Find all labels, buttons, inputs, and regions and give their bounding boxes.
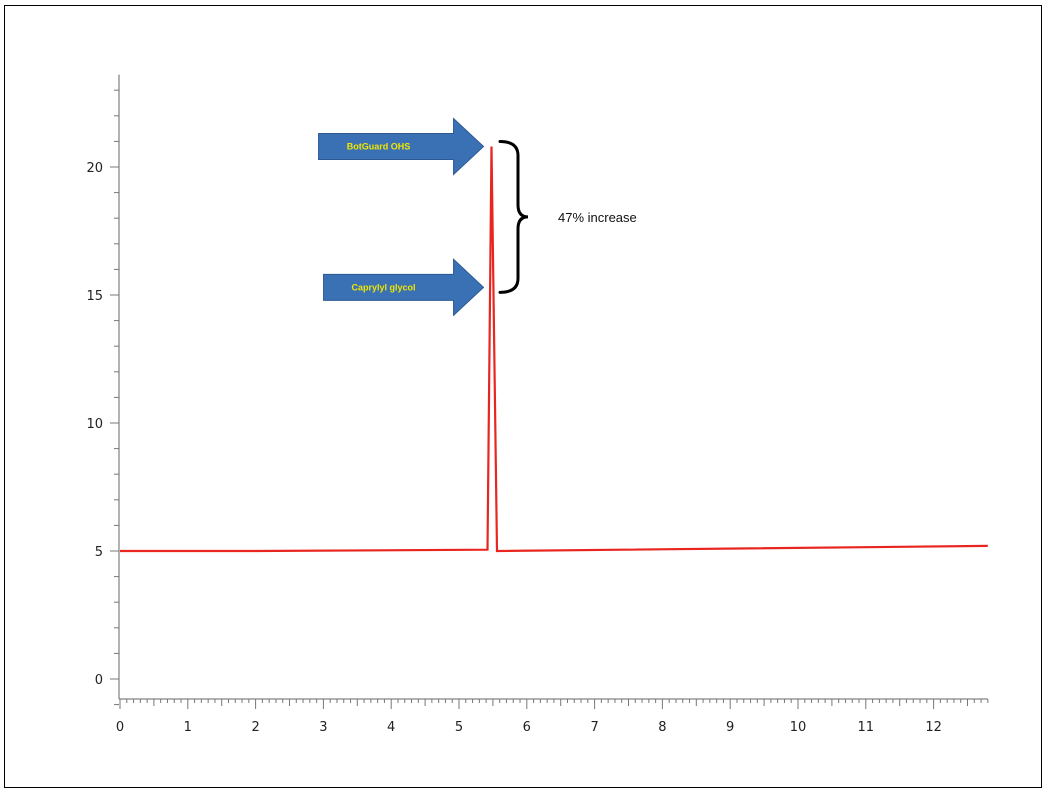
x-tick-label: 6 (523, 720, 531, 735)
annotation-arrow-label: BotGuard OHS (347, 142, 411, 152)
annotation-arrow (318, 117, 485, 176)
annotation-layer: BotGuard OHS Caprylyl glycol 47% increase (318, 117, 637, 317)
x-tick-label: 4 (387, 720, 395, 735)
series-line (120, 146, 988, 553)
y-axis: 0 5 10 15 20 (86, 74, 120, 706)
x-axis: 0 1 2 3 4 5 6 7 8 9 10 11 12 (116, 698, 989, 735)
annotation-brace-label: 47% increase (558, 210, 637, 225)
y-tick-label: 0 (95, 673, 103, 688)
chart-frame (4, 5, 1042, 788)
annotation-arrow-label: Caprylyl glycol (352, 282, 416, 292)
x-tick-label: 10 (790, 720, 807, 735)
x-tick-label: 1 (184, 720, 192, 735)
x-tick-label: 7 (590, 720, 598, 735)
x-tick-label: 3 (319, 720, 327, 735)
x-tick-label: 2 (251, 720, 259, 735)
x-tick-label: 12 (925, 720, 942, 735)
y-tick-label: 5 (95, 545, 103, 560)
annotation-arrow (323, 258, 485, 317)
y-tick-label: 10 (86, 417, 103, 432)
x-tick-label: 11 (858, 720, 875, 735)
x-tick-label: 0 (116, 720, 124, 735)
x-tick-label: 5 (455, 720, 463, 735)
y-tick-label: 20 (86, 161, 103, 176)
x-tick-label: 9 (726, 720, 734, 735)
annotation-brace (498, 140, 529, 294)
x-tick-label: 8 (658, 720, 666, 735)
y-tick-label: 15 (86, 289, 103, 304)
series-layer (120, 146, 988, 553)
